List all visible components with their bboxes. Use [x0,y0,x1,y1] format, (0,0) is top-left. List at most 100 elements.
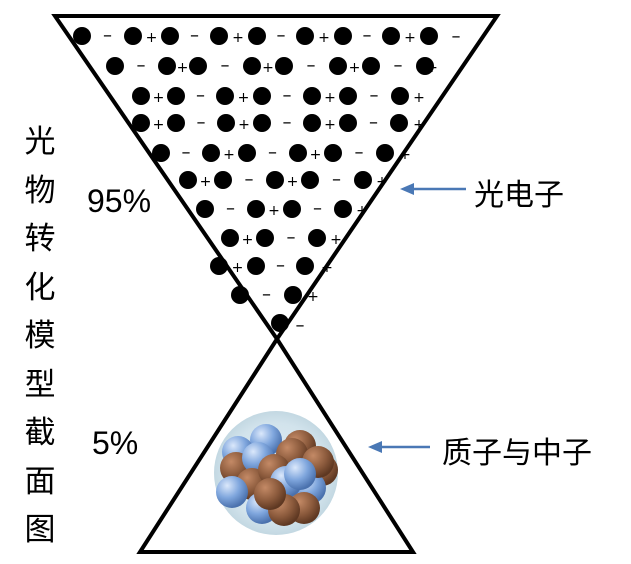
minus-sign: – [262,284,271,305]
electron-dot [124,27,142,45]
lower-percent-label: 5% [92,425,139,461]
arrow-photoelectron [400,183,466,195]
electron-dot [420,27,438,45]
plus-sign: + [200,174,212,190]
arrow-nucleons [368,441,430,453]
electron-dot [152,144,170,162]
vertical-title-char: 转 [24,221,56,257]
minus-sign: – [283,85,292,106]
minus-sign: – [287,227,296,248]
plus-sign: + [321,260,333,276]
electron-dot [247,200,265,218]
plus-sign: + [238,90,250,106]
electron-dot [266,171,284,189]
electron-dot [334,27,352,45]
nucleons-label: 质子与中子 [442,436,592,471]
electron-dot [301,171,319,189]
plus-sign: + [330,232,342,248]
plus-sign: + [177,60,189,76]
electron-dot [296,257,314,275]
plus-sign: + [287,174,299,190]
plus-sign: + [238,117,250,133]
vertical-title-char: 光 [24,124,56,160]
electron-dot [214,171,232,189]
electron-dot [221,229,239,247]
electron-dot [167,87,185,105]
vertical-title-char: 物 [24,172,56,209]
plus-sign: + [413,117,425,133]
plus-sign: + [413,90,425,106]
electron-dot [202,144,220,162]
plus-sign: + [404,30,416,46]
electron-dot [210,27,228,45]
plus-sign: + [356,203,368,219]
electron-dot [210,257,228,275]
electron-dot [308,229,326,247]
electron-dot [253,87,271,105]
minus-sign: – [103,25,112,46]
electron-dot [247,257,265,275]
electron-dot [329,57,347,75]
vertical-title-char: 模 [24,318,56,354]
plus-sign: + [310,147,322,163]
minus-sign: – [332,169,341,190]
electron-dot [238,144,256,162]
plus-sign: + [307,289,319,305]
minus-sign: – [197,112,206,133]
plus-sign: + [376,174,388,190]
electron-dot [390,114,408,132]
electron-dot [132,87,150,105]
plus-sign: + [268,203,280,219]
electron-dot [391,87,409,105]
electron-dot [275,57,293,75]
electron-dot [243,57,261,75]
vertical-title-char: 截 [24,415,56,451]
electron-dot [217,114,235,132]
minus-sign: – [190,25,199,46]
electron-dot [106,57,124,75]
minus-sign: – [137,55,146,76]
plus-sign: + [242,232,254,248]
electron-dot [167,114,185,132]
vertical-title: 光物转化模型截面图 [18,118,62,555]
electron-dot [179,171,197,189]
electron-dot [376,144,394,162]
electron-dot [161,27,179,45]
electron-dot [289,144,307,162]
lower-triangle [136,335,417,554]
electron-dot [416,57,434,75]
electron-dot [73,27,91,45]
plus-sign: + [324,117,336,133]
plus-sign: + [232,30,244,46]
electron-dot [354,171,372,189]
electron-dot [253,114,271,132]
electron-dot [283,200,301,218]
proton-ball [254,478,286,510]
electron-dot [303,114,321,132]
minus-sign: – [182,142,191,163]
minus-sign: – [196,85,205,106]
minus-sign: – [226,198,235,219]
vertical-title-char: 型 [24,366,56,403]
plus-sign: + [324,90,336,106]
minus-sign: – [277,25,286,46]
electron-dot [339,114,357,132]
minus-sign: – [394,55,403,76]
minus-sign: – [355,142,364,163]
minus-sign: – [363,25,372,46]
electron-dot [382,27,400,45]
electron-dot [303,87,321,105]
vertical-title-char: 化 [24,269,56,306]
plus-sign: + [318,30,330,46]
minus-sign: – [245,169,254,190]
minus-sign: – [370,85,379,106]
plus-sign: + [223,147,235,163]
vertical-title-char: 面 [24,463,56,500]
electron-dot [189,57,207,75]
electron-dot [216,87,234,105]
upper-triangle [51,14,501,343]
electron-dot [158,57,176,75]
minus-sign: – [268,142,277,163]
plus-sign: + [153,90,165,106]
